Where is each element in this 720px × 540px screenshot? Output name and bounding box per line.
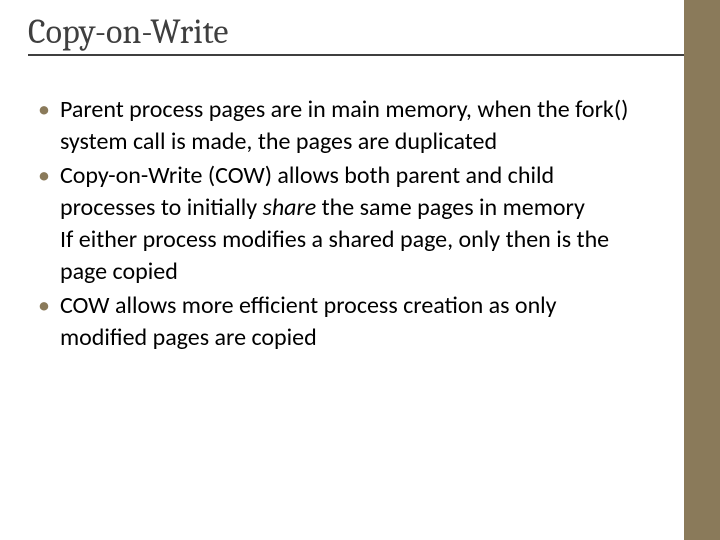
accent-bar — [684, 0, 720, 540]
bullet-list: • Parent process pages are in main memor… — [28, 94, 692, 354]
bullet-item: • COW allows more efficient process crea… — [38, 290, 642, 354]
bullet-marker-icon: • — [38, 94, 50, 126]
slide-title: Copy-on-Write — [28, 12, 692, 52]
bullet-marker-icon: • — [38, 160, 50, 192]
bullet-item: • Copy-on-Write (COW) allows both parent… — [38, 160, 642, 288]
slide-container: Copy-on-Write • Parent process pages are… — [0, 0, 720, 540]
title-underline — [28, 54, 690, 56]
bullet-text: Copy-on-Write (COW) allows both parent a… — [60, 160, 642, 288]
bullet-marker-icon: • — [38, 290, 50, 322]
bullet-text: Parent process pages are in main memory,… — [60, 94, 642, 158]
bullet-item: • Parent process pages are in main memor… — [38, 94, 642, 158]
bullet-text: COW allows more efficient process creati… — [60, 290, 642, 354]
